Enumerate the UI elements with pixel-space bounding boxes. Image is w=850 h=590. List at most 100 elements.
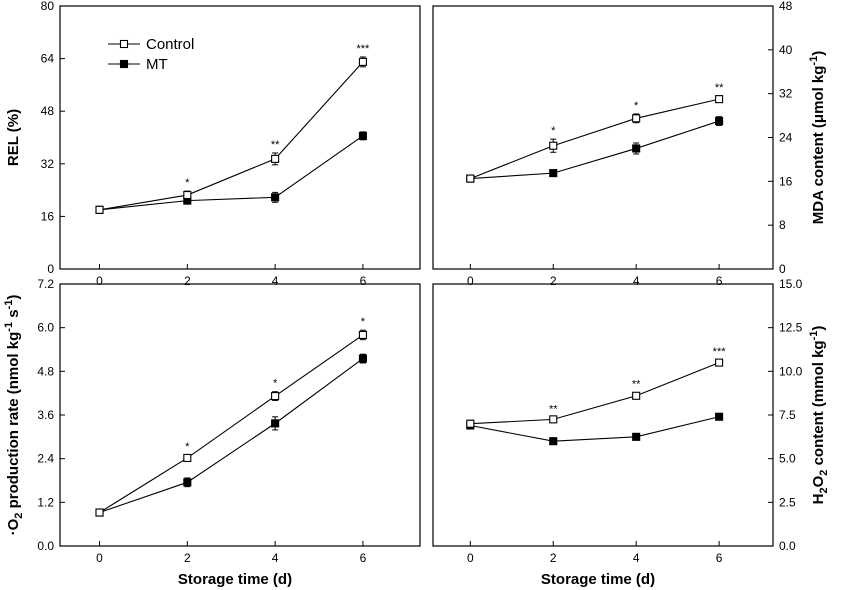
x-tick-label: 6: [360, 274, 367, 288]
legend: Control MT: [108, 36, 194, 73]
data-point-mt: [715, 412, 724, 421]
y-tick-label: 48: [779, 0, 793, 13]
data-point-mt: [183, 478, 192, 487]
x-tick-label: 2: [550, 551, 557, 565]
significance-label: ***: [357, 43, 371, 55]
significance-label: *: [551, 125, 556, 137]
plot-frame: [59, 283, 421, 547]
data-point-mt: [632, 432, 641, 441]
x-tick-label: 4: [633, 551, 640, 565]
data-point-control: [715, 358, 724, 367]
y-tick-label: 10.0: [779, 364, 803, 378]
series-line-control: [99, 334, 364, 513]
significance-label: *: [273, 378, 278, 390]
data-point-mt: [549, 437, 558, 446]
y-tick-label: 2.4: [37, 452, 54, 466]
data-point-control: [183, 453, 192, 462]
y-axis-title: REL (%): [5, 109, 22, 166]
x-tick-label: 2: [550, 274, 557, 288]
chart-panel-bottom-right: 0 2 4 6 0.0 2.5 5.0 7.5 10.0 12.5 15.0 H2O2 content…: [432, 277, 830, 588]
y-tick-label: 4.8: [37, 364, 54, 378]
data-point-control: [358, 330, 367, 339]
data-point-mt: [715, 117, 724, 126]
y-tick-label: 32: [779, 87, 793, 101]
data-point-control: [549, 141, 558, 150]
y-tick-label: 7.5: [779, 408, 796, 422]
legend-marker: [119, 59, 129, 69]
y-tick-label: 24: [779, 131, 793, 145]
significance-label: **: [632, 379, 641, 391]
series-line-mt: [99, 358, 364, 514]
y-tick-label: 8: [779, 218, 786, 232]
data-point-mt: [632, 144, 641, 153]
significance-label: **: [549, 403, 558, 415]
x-tick-label: 6: [360, 551, 367, 565]
data-point-mt: [358, 354, 367, 363]
x-tick-label: 0: [96, 551, 103, 565]
y-tick-label: 40: [779, 43, 793, 57]
significance-label: ***: [713, 346, 727, 358]
y-tick-label: 12.5: [779, 321, 803, 335]
x-tick-label: 0: [467, 274, 474, 288]
y-tick-label: 48: [41, 104, 55, 118]
data-point-control: [95, 205, 104, 214]
x-tick-label: 2: [184, 274, 191, 288]
x-tick-label: 6: [716, 274, 723, 288]
data-point-control: [466, 419, 475, 428]
x-tick-label: 0: [96, 274, 103, 288]
legend-marker: [119, 39, 129, 49]
y-tick-label: 6.0: [37, 321, 54, 335]
chart-panel-bottom-left: 0 2 4 6 0.0 1.2 2.4 3.6 4.8 6.0 7.2 ·O2 production …: [3, 277, 421, 588]
x-tick-label: 2: [184, 551, 191, 565]
data-point-control: [715, 95, 724, 104]
data-point-mt: [271, 419, 280, 428]
y-tick-label: 1.2: [37, 495, 54, 509]
y-tick-label: 64: [41, 52, 55, 66]
x-tick-label: 4: [633, 274, 640, 288]
data-point-control: [271, 392, 280, 401]
y-tick-label: 2.5: [779, 495, 796, 509]
x-axis-title: Storage time (d): [178, 571, 292, 588]
data-point-control: [632, 114, 641, 123]
data-point-mt: [358, 131, 367, 140]
significance-label: *: [361, 316, 366, 328]
x-tick-label: 4: [272, 551, 279, 565]
y-tick-label: 15.0: [779, 277, 803, 291]
data-point-mt: [549, 169, 558, 178]
significance-label: *: [634, 100, 639, 112]
series-line-control: [470, 98, 720, 180]
x-tick-label: 4: [272, 274, 279, 288]
significance-label: *: [185, 441, 190, 453]
y-tick-label: 32: [41, 157, 55, 171]
series-line-control: [470, 362, 720, 425]
x-axis-title: Storage time (d): [541, 571, 655, 588]
data-point-mt: [271, 193, 280, 202]
y-tick-label: 0.0: [37, 539, 54, 553]
y-tick-label: 3.6: [37, 408, 54, 422]
y-tick-label: 16: [41, 209, 55, 223]
y-tick-label: 5.0: [779, 452, 796, 466]
data-point-control: [632, 391, 641, 400]
series-line-mt: [470, 416, 720, 442]
significance-label: **: [715, 82, 724, 94]
series-line-control: [99, 61, 364, 211]
significance-label: **: [271, 139, 280, 151]
legend-label-mt: MT: [146, 56, 168, 73]
series-line-mt: [99, 135, 364, 211]
legend-label-control: Control: [146, 36, 194, 53]
data-point-control: [95, 508, 104, 517]
data-point-control: [271, 154, 280, 163]
data-point-control: [549, 415, 558, 424]
y-tick-label: 16: [779, 174, 793, 188]
data-point-control: [358, 57, 367, 66]
plot-frame: [432, 5, 774, 270]
plot-frame: [59, 5, 421, 270]
y-axis-title: MDA content (μmol kg-1): [808, 51, 827, 224]
significance-label: *: [185, 177, 190, 189]
y-axis-title: ·O2 production rate (nmol kg-1 s-1): [3, 295, 25, 536]
x-tick-label: 0: [467, 551, 474, 565]
y-axis-title: H2O2 content (mmol kg-1): [808, 326, 830, 505]
